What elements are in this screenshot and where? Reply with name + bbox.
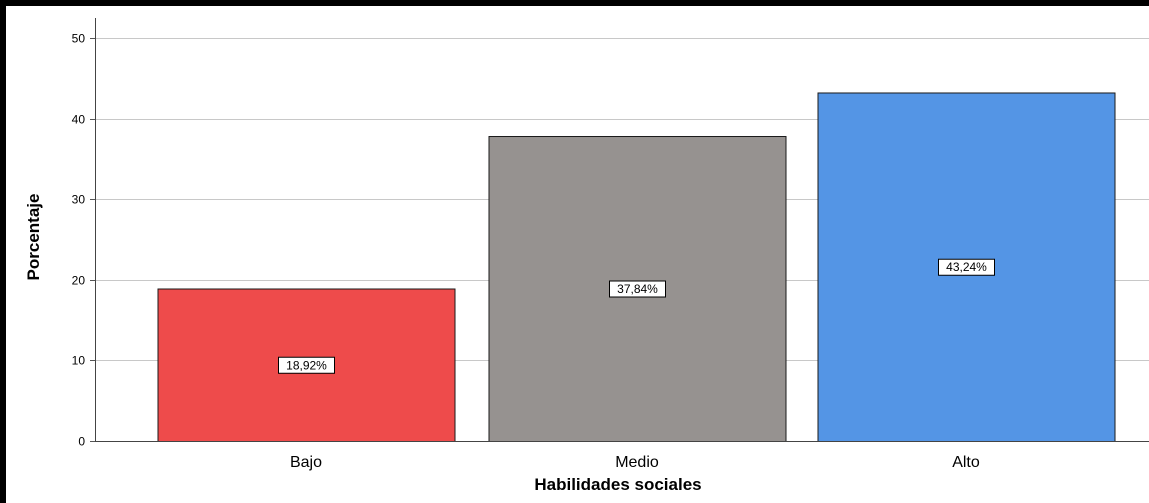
x-category-labels: Bajo Medio Alto — [290, 454, 980, 471]
axes — [95, 18, 1149, 442]
data-label: 43,24% — [946, 260, 987, 274]
x-tick-label: Bajo — [290, 454, 322, 471]
data-label-box — [609, 280, 666, 298]
y-tick-label: 20 — [72, 274, 86, 288]
y-tick-label: 30 — [72, 193, 86, 207]
y-tick-label: 10 — [72, 354, 86, 368]
y-axis-title: Porcentaje — [24, 194, 43, 281]
data-label: 18,92% — [286, 358, 327, 372]
data-label: 37,84% — [617, 282, 658, 296]
y-tick-labels: 0 10 20 30 40 50 — [72, 32, 95, 449]
data-labels: 18,92% 37,84% 43,24% — [278, 258, 995, 374]
x-axis-title: Habilidades sociales — [534, 475, 701, 494]
y-tick-label: 40 — [72, 113, 86, 127]
x-tick-label: Medio — [615, 454, 659, 471]
bar-chart: 0 10 20 30 40 50 Bajo Medio Alto 18,92% 37,84% 43… — [24, 18, 1149, 494]
y-tick-label: 50 — [72, 32, 86, 46]
data-label-box — [278, 356, 335, 374]
data-label-box — [938, 258, 995, 276]
x-tick-label: Alto — [952, 454, 980, 471]
bars — [157, 92, 1116, 443]
y-tick-label: 0 — [78, 435, 85, 449]
